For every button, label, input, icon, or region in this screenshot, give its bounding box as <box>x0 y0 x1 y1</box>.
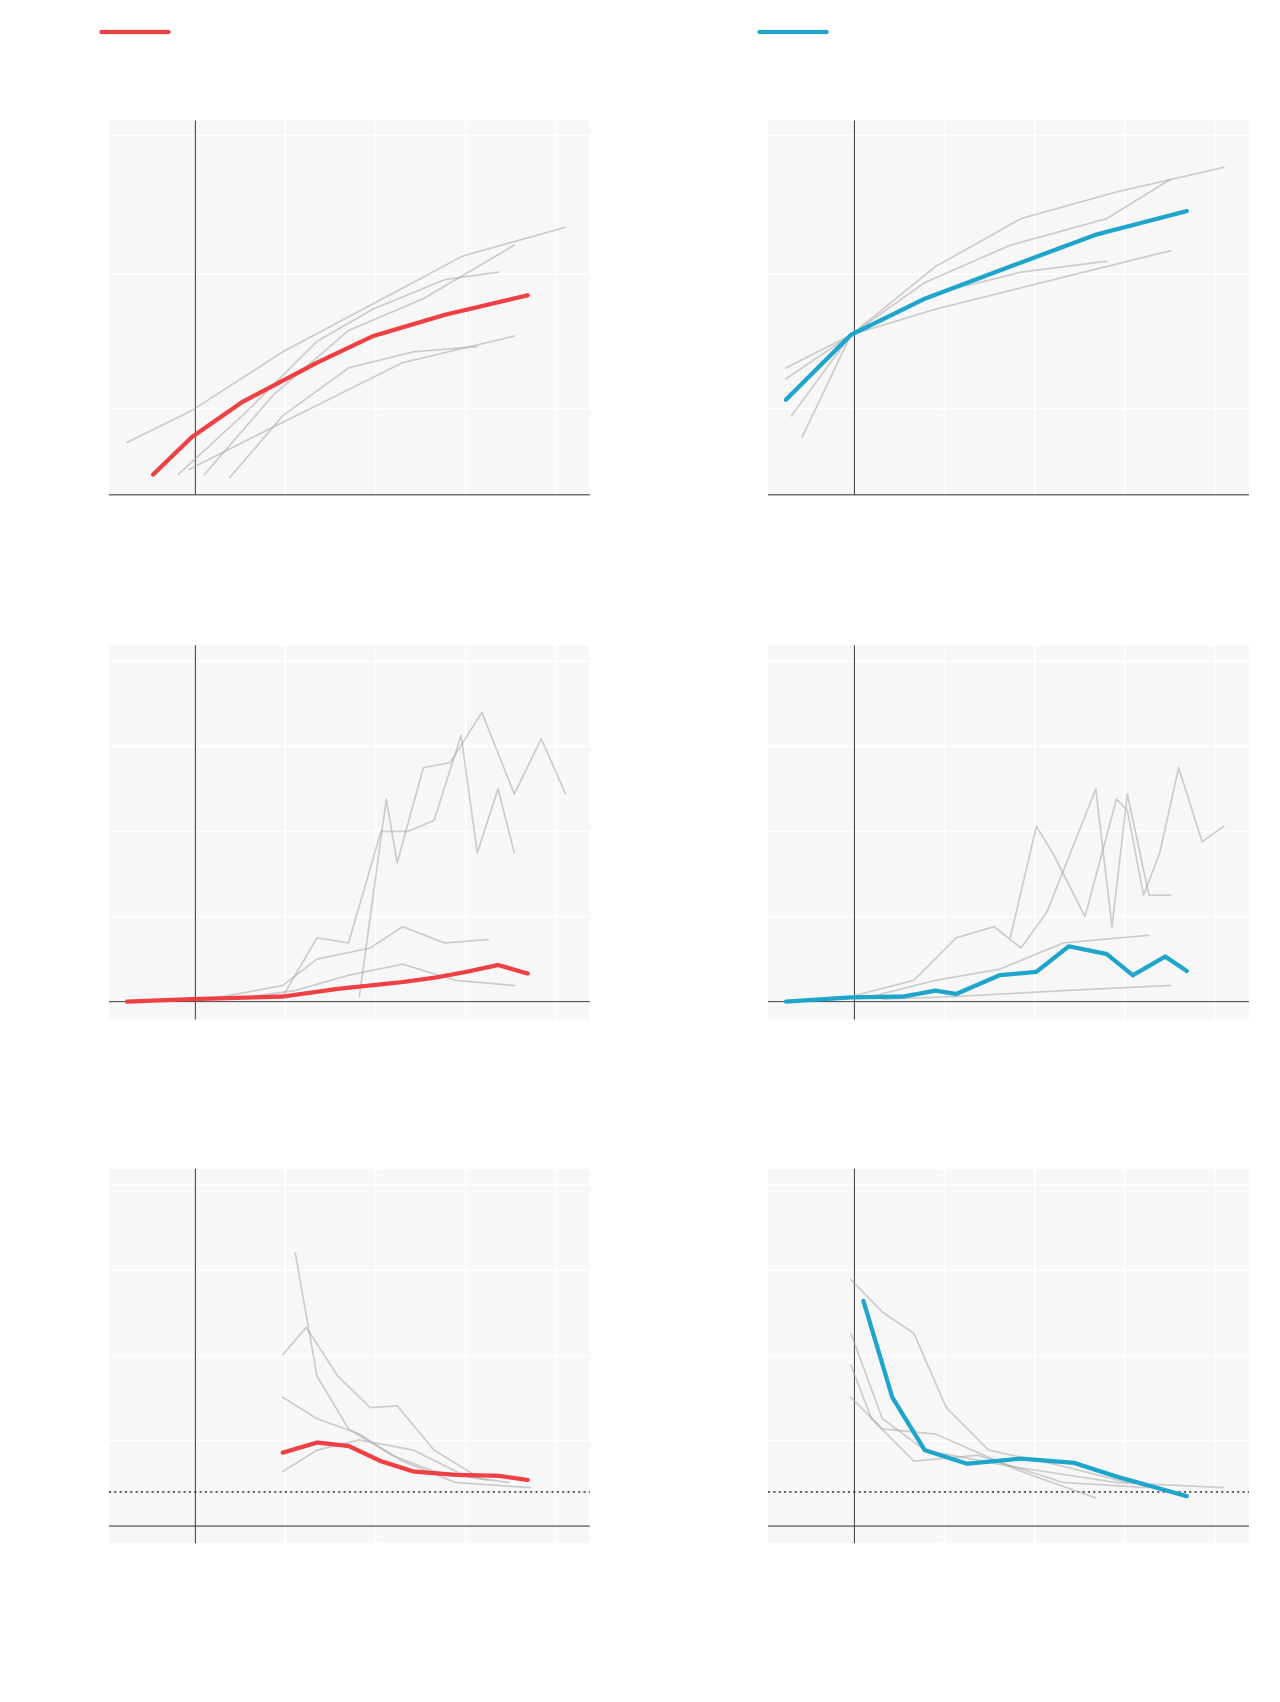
context-line <box>228 345 479 479</box>
context-line <box>188 335 516 471</box>
panel <box>767 120 1249 496</box>
context-line <box>177 271 499 476</box>
panel <box>108 120 590 496</box>
panel <box>767 645 1249 1020</box>
panel <box>767 1168 1249 1544</box>
highlight-line <box>783 944 1189 1004</box>
context-line <box>126 226 567 444</box>
context-line <box>203 244 516 476</box>
context-line <box>849 1278 1129 1484</box>
context-line <box>358 711 567 998</box>
context-line <box>281 1396 532 1489</box>
highlight-line <box>280 1440 530 1483</box>
context-line <box>785 249 1172 369</box>
context-line <box>281 734 516 998</box>
context-line <box>870 934 1150 998</box>
panel <box>108 645 590 1020</box>
plot-background <box>108 120 590 495</box>
highlight-line <box>150 293 530 477</box>
plot-background <box>767 120 1249 495</box>
context-line <box>801 166 1225 438</box>
panel <box>108 1168 590 1544</box>
highlight-line <box>124 962 530 1004</box>
context-line <box>208 925 489 1000</box>
context-line <box>881 984 1172 1000</box>
plot-background <box>108 645 590 1020</box>
context-line <box>281 1439 510 1484</box>
context-line <box>230 963 516 1000</box>
highlight-line <box>783 208 1189 402</box>
context-line <box>790 178 1172 417</box>
highlight-line <box>861 1298 1189 1499</box>
context-line <box>1009 766 1225 939</box>
context-line <box>849 788 1172 998</box>
context-line <box>281 1326 479 1478</box>
